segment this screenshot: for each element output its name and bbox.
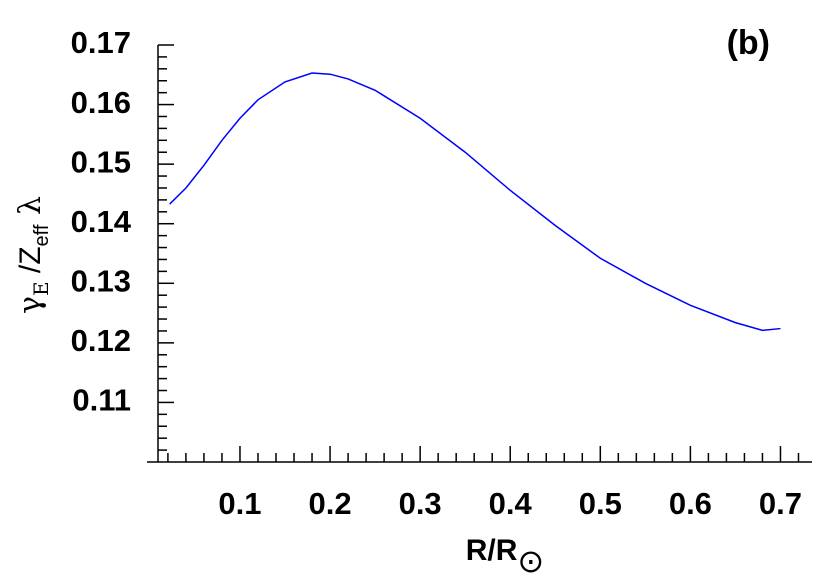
chart-title: (b): [727, 24, 770, 62]
y-tick-label: 0.11: [72, 383, 131, 418]
y-label-part: λ: [13, 196, 48, 225]
y-tick-label: 0.13: [71, 263, 131, 298]
y-label-sub: eff: [31, 224, 53, 246]
x-tick-label: 0.6: [669, 486, 712, 521]
x-tick-label: 0.2: [309, 486, 352, 521]
x-tick-label: 0.7: [759, 486, 802, 521]
y-tick-label: 0.17: [71, 25, 131, 60]
data-line: [169, 72, 781, 332]
x-tick-label: 0.1: [218, 486, 261, 521]
y-axis-label: γE /Zeff λ: [13, 196, 53, 314]
y-label-part: γ: [13, 296, 48, 314]
y-label-sub: E: [29, 281, 53, 296]
y-tick-label: 0.16: [71, 85, 131, 120]
x-tick-label: 0.3: [399, 486, 442, 521]
y-tick-label: 0.15: [71, 144, 131, 179]
y-tick-label: 0.14: [71, 204, 132, 239]
x-label-main: R/R: [466, 534, 518, 567]
y-tick-label: 0.12: [71, 323, 131, 358]
y-label-part: /Z: [14, 246, 47, 281]
x-axis-label: R/R⊙: [466, 534, 544, 579]
x-tick-label: 0.5: [579, 486, 622, 521]
x-label-sub: ⊙: [517, 543, 544, 579]
x-tick-label: 0.4: [489, 486, 533, 521]
